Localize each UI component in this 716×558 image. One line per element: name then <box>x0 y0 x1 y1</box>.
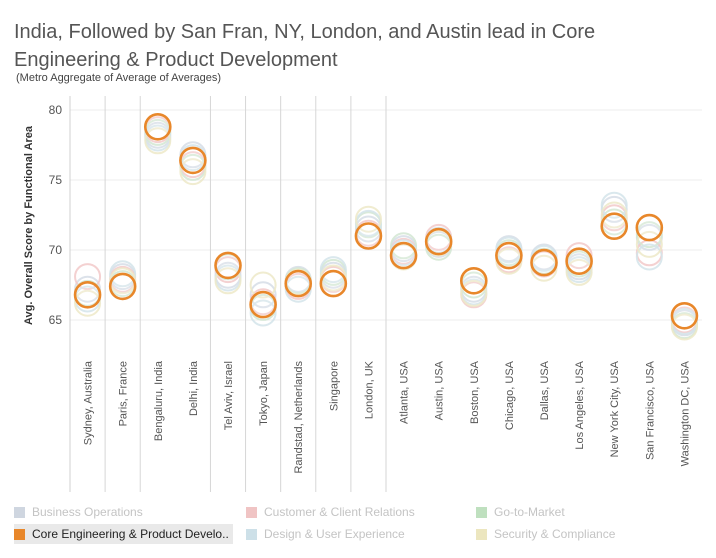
background-point <box>74 263 102 291</box>
background-point <box>635 221 663 249</box>
legend-item[interactable]: Business Operations <box>14 502 143 522</box>
background-point <box>354 205 382 233</box>
background-point <box>249 281 277 309</box>
highlighted-point <box>179 146 207 175</box>
background-point <box>179 158 207 186</box>
legend-label: Design & User Experience <box>264 527 405 541</box>
highlighted-point <box>284 269 313 298</box>
legend-item[interactable]: Design & User Experience <box>246 524 405 544</box>
highlighted-point <box>459 266 488 295</box>
y-tick-label: 75 <box>49 173 63 187</box>
highlighted-point <box>565 247 593 276</box>
legend-swatch <box>246 528 257 540</box>
background-point <box>109 260 137 288</box>
highlighted-point <box>600 212 629 240</box>
highlighted-point <box>389 241 418 270</box>
background-point <box>319 256 347 284</box>
x-tick-label: Tel Aviv, Israel <box>223 361 235 430</box>
legend-label: Security & Compliance <box>494 527 616 541</box>
x-tick-label: Randstad, Netherlands <box>293 361 305 474</box>
background-point <box>249 299 277 327</box>
legend-label: Customer & Client Relations <box>264 505 415 519</box>
x-tick-label: Dallas, USA <box>539 360 551 420</box>
chart-subtitle: (Metro Aggregate of Average of Averages) <box>16 72 222 84</box>
highlighted-point <box>108 272 137 301</box>
background-point <box>460 279 488 307</box>
legend-item[interactable]: Customer & Client Relations <box>246 502 415 522</box>
legend-swatch <box>476 528 487 540</box>
x-tick-label: Delhi, India <box>188 360 200 416</box>
x-tick-label: Bengaluru, India <box>153 360 165 441</box>
highlighted-point <box>73 280 102 309</box>
x-tick-label: Atlanta, USA <box>399 360 411 424</box>
scatter-chart[interactable]: 65 70 75 80 Avg. Overall Score by Functional… <box>0 0 716 500</box>
highlighted-point <box>530 248 558 277</box>
x-tick-label: Paris, France <box>118 361 130 426</box>
x-tick-label: Boston, USA <box>469 360 481 424</box>
highlighted-point <box>424 227 453 256</box>
highlighted-point <box>319 269 348 298</box>
column-separators <box>104 96 387 492</box>
background-point <box>565 258 593 286</box>
legend-item[interactable]: Core Engineering & Product Develo.. <box>14 524 233 544</box>
highlighted-point <box>214 251 242 280</box>
legend-item[interactable]: Security & Compliance <box>476 524 615 544</box>
legend-label: Business Operations <box>32 505 143 519</box>
legend-swatch <box>14 506 25 518</box>
background-point <box>600 201 628 229</box>
highlighted-point <box>354 222 383 250</box>
y-tick-label: 65 <box>49 313 63 327</box>
x-tick-label: London, UK <box>363 360 375 419</box>
x-tick-label: Austin, USA <box>434 360 446 420</box>
x-tick-label: Sydney, Australia <box>83 360 95 445</box>
highlighted-point <box>249 290 277 319</box>
background-point <box>390 232 418 260</box>
x-tick-label: Tokyo, Japan <box>258 361 270 426</box>
highlighted-point <box>670 301 699 330</box>
x-tick-label: San Francisco, USA <box>644 360 656 460</box>
highlighted-point <box>495 241 523 270</box>
background-point <box>74 289 102 317</box>
background-point <box>144 127 172 155</box>
background-point <box>600 191 628 219</box>
y-tick-label: 70 <box>49 243 63 257</box>
y-tick-label: 80 <box>49 103 63 117</box>
x-tick-label: New York City, USA <box>609 360 621 457</box>
chart-title: India, Followed by San Fran, NY, London,… <box>14 21 596 71</box>
legend-label: Go-to-Market <box>494 505 565 519</box>
y-axis-title: Avg. Overall Score by Functional Area <box>23 125 35 325</box>
background-point <box>214 267 242 295</box>
legend-swatch <box>246 506 257 518</box>
background-point <box>249 271 277 299</box>
x-tick-label: Chicago, USA <box>504 360 516 430</box>
legend-swatch <box>14 528 25 540</box>
background-point <box>670 313 698 341</box>
x-tick-label: Washington DC, USA <box>679 360 691 466</box>
background-point <box>635 230 663 258</box>
x-tick-label: Singapore <box>328 361 340 411</box>
x-tick-label: Los Angeles, USA <box>574 360 586 449</box>
legend-label: Core Engineering & Product Develo.. <box>32 527 229 541</box>
legend-item[interactable]: Go-to-Market <box>476 502 565 522</box>
legend-swatch <box>476 506 487 518</box>
highlighted-marks <box>73 113 699 330</box>
background-point <box>635 243 663 271</box>
highlighted-point <box>143 113 172 141</box>
highlighted-point <box>635 213 664 242</box>
axis-layer: 65 70 75 80 Avg. Overall Score by Functional… <box>23 96 691 492</box>
color-legend: Business Operations Customer & Client Rel… <box>14 502 704 554</box>
